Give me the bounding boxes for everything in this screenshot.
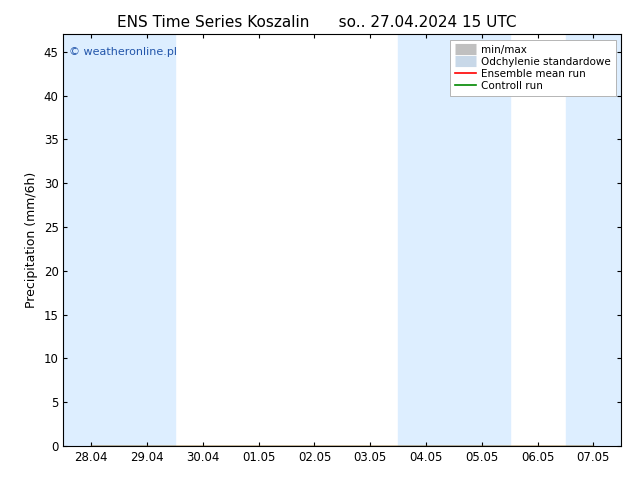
Bar (566, 34, 621, 446)
Bar (398, 34, 510, 446)
Legend: min/max, Odchylenie standardowe, Ensemble mean run, Controll run: min/max, Odchylenie standardowe, Ensembl… (450, 40, 616, 96)
Text: ENS Time Series Koszalin      so.. 27.04.2024 15 UTC: ENS Time Series Koszalin so.. 27.04.2024… (117, 15, 517, 30)
Bar (119, 34, 175, 446)
Text: © weatheronline.pl: © weatheronline.pl (69, 47, 177, 57)
Bar (63, 34, 119, 446)
Y-axis label: Precipitation (mm/6h): Precipitation (mm/6h) (25, 172, 38, 308)
